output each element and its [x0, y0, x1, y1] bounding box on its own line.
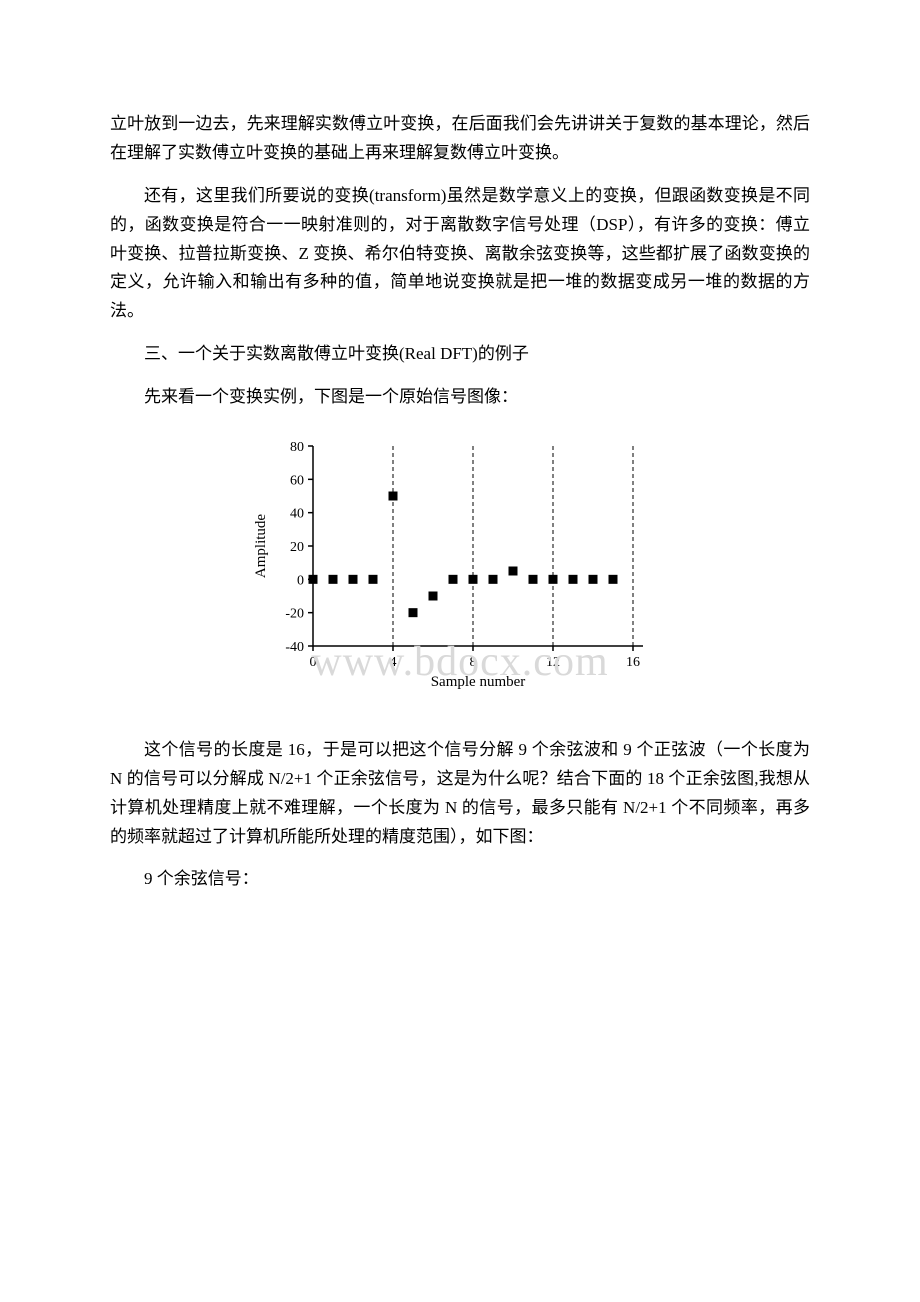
svg-text:20: 20: [290, 540, 304, 555]
paragraph-2: 还有，这里我们所要说的变换(transform)虽然是数学意义上的变换，但跟函数…: [110, 182, 810, 326]
document-page: 立叶放到一边去，先来理解实数傅立叶变换，在后面我们会先讲讲关于复数的基本理论，然…: [0, 0, 920, 968]
svg-text:80: 80: [290, 440, 304, 455]
svg-text:-20: -20: [285, 607, 304, 622]
svg-text:60: 60: [290, 473, 304, 488]
svg-text:0: 0: [297, 573, 304, 588]
signal-chart: -40 -20 0 20 40 60 80 0 4 8 12 16 Sample number Ampli…: [235, 436, 685, 696]
paragraph-1: 立叶放到一边去，先来理解实数傅立叶变换，在后面我们会先讲讲关于复数的基本理论，然…: [110, 110, 810, 168]
svg-text:8: 8: [470, 655, 477, 670]
section-heading: 三、一个关于实数离散傅立叶变换(Real DFT)的例子: [110, 340, 810, 369]
svg-text:12: 12: [546, 655, 560, 670]
paragraph-6: 9 个余弦信号：: [110, 865, 810, 894]
paragraph-4: 先来看一个变换实例，下图是一个原始信号图像：: [110, 383, 810, 412]
signal-chart-container: -40 -20 0 20 40 60 80 0 4 8 12 16 Sample number Ampli…: [110, 436, 810, 706]
svg-text:Amplitude: Amplitude: [253, 514, 269, 579]
signal-chart-inner: -40 -20 0 20 40 60 80 0 4 8 12 16 Sample number Ampli…: [235, 436, 685, 706]
svg-text:Sample number: Sample number: [431, 674, 526, 690]
svg-text:0: 0: [310, 655, 317, 670]
svg-text:16: 16: [626, 655, 640, 670]
svg-text:-40: -40: [285, 640, 304, 655]
svg-text:4: 4: [390, 655, 397, 670]
paragraph-5: 这个信号的长度是 16，于是可以把这个信号分解 9 个余弦波和 9 个正弦波（一…: [110, 736, 810, 852]
svg-text:40: 40: [290, 507, 304, 522]
